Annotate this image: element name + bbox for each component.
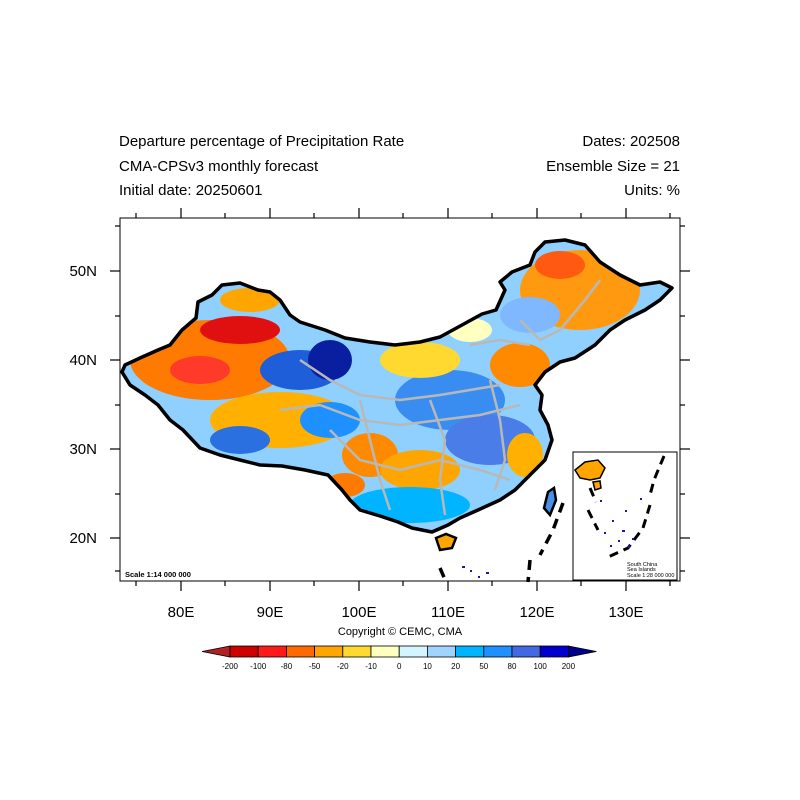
- colorbar-label: -50: [308, 662, 321, 671]
- map-title: Departure percentage of Precipitation Ra…: [119, 133, 405, 150]
- taiwan-island: [542, 485, 558, 518]
- units-label: Units: %: [624, 182, 680, 199]
- colorbar-label: -200: [221, 662, 239, 671]
- colorbar: [201, 645, 597, 658]
- map-scale: Scale 1:14 000 000: [125, 570, 191, 579]
- colorbar-label: 200: [561, 662, 576, 671]
- copyright: Copyright © CEMC, CMA: [337, 626, 463, 638]
- colorbar-max-arrow: [568, 645, 597, 658]
- colorbar-label: 80: [507, 662, 517, 671]
- china-border: [120, 238, 674, 534]
- colorbar-label: 20: [451, 662, 461, 671]
- colorbar-label: -20: [337, 662, 349, 671]
- colorbar-box: [257, 645, 287, 658]
- colorbar-box: [398, 645, 428, 658]
- ensemble-size: Ensemble Size = 21: [546, 158, 680, 175]
- colorbar-box: [342, 645, 372, 658]
- inset-scale: Scale 1:28 000 000: [627, 573, 674, 579]
- colorbar-box: [539, 645, 569, 658]
- inset-title-1: South China: [627, 562, 658, 568]
- colorbar-label: 10: [422, 662, 432, 671]
- colorbar-min-arrow: [201, 645, 231, 658]
- colorbar-label: 100: [533, 662, 547, 671]
- model-name: CMA-CPSv3 monthly forecast: [119, 158, 319, 175]
- south-china-sea-inset: South China Sea Islands Scale 1:28 000 0…: [572, 451, 678, 581]
- colorbar-label: -80: [280, 662, 293, 671]
- colorbar-box: [314, 645, 344, 658]
- lat-label: 40N: [69, 352, 97, 369]
- colorbar-label: 50: [479, 662, 489, 671]
- colorbar-box: [229, 645, 259, 658]
- colorbar-label: -10: [365, 662, 377, 671]
- lat-label: 20N: [69, 530, 97, 547]
- lon-label: 130E: [608, 604, 643, 621]
- forecast-dates: Dates: 202508: [582, 133, 680, 150]
- inset-title-2: Sea Islands: [627, 567, 656, 573]
- lon-label: 80E: [168, 604, 195, 621]
- colorbar-box: [455, 645, 485, 658]
- colorbar-box: [370, 645, 400, 658]
- lat-label: 50N: [69, 263, 97, 280]
- lon-label: 90E: [257, 604, 284, 621]
- colorbar-label: 0: [396, 662, 402, 671]
- lon-label: 120E: [519, 604, 554, 621]
- hainan-island: [434, 532, 458, 552]
- initial-date: Initial date: 20250601: [119, 182, 263, 199]
- colorbar-label: -100: [250, 662, 267, 671]
- colorbar-box: [511, 645, 541, 658]
- lat-label: 30N: [69, 441, 97, 458]
- lon-label: 100E: [341, 604, 376, 621]
- lon-label: 110E: [431, 604, 465, 621]
- colorbar-box: [285, 645, 315, 658]
- colorbar-box: [426, 645, 456, 658]
- colorbar-box: [483, 645, 513, 658]
- province-boundaries: [279, 279, 601, 516]
